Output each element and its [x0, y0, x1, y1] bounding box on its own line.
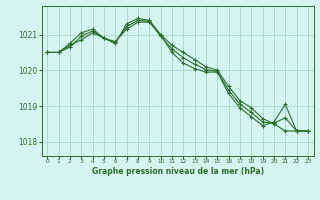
X-axis label: Graphe pression niveau de la mer (hPa): Graphe pression niveau de la mer (hPa) [92, 167, 264, 176]
